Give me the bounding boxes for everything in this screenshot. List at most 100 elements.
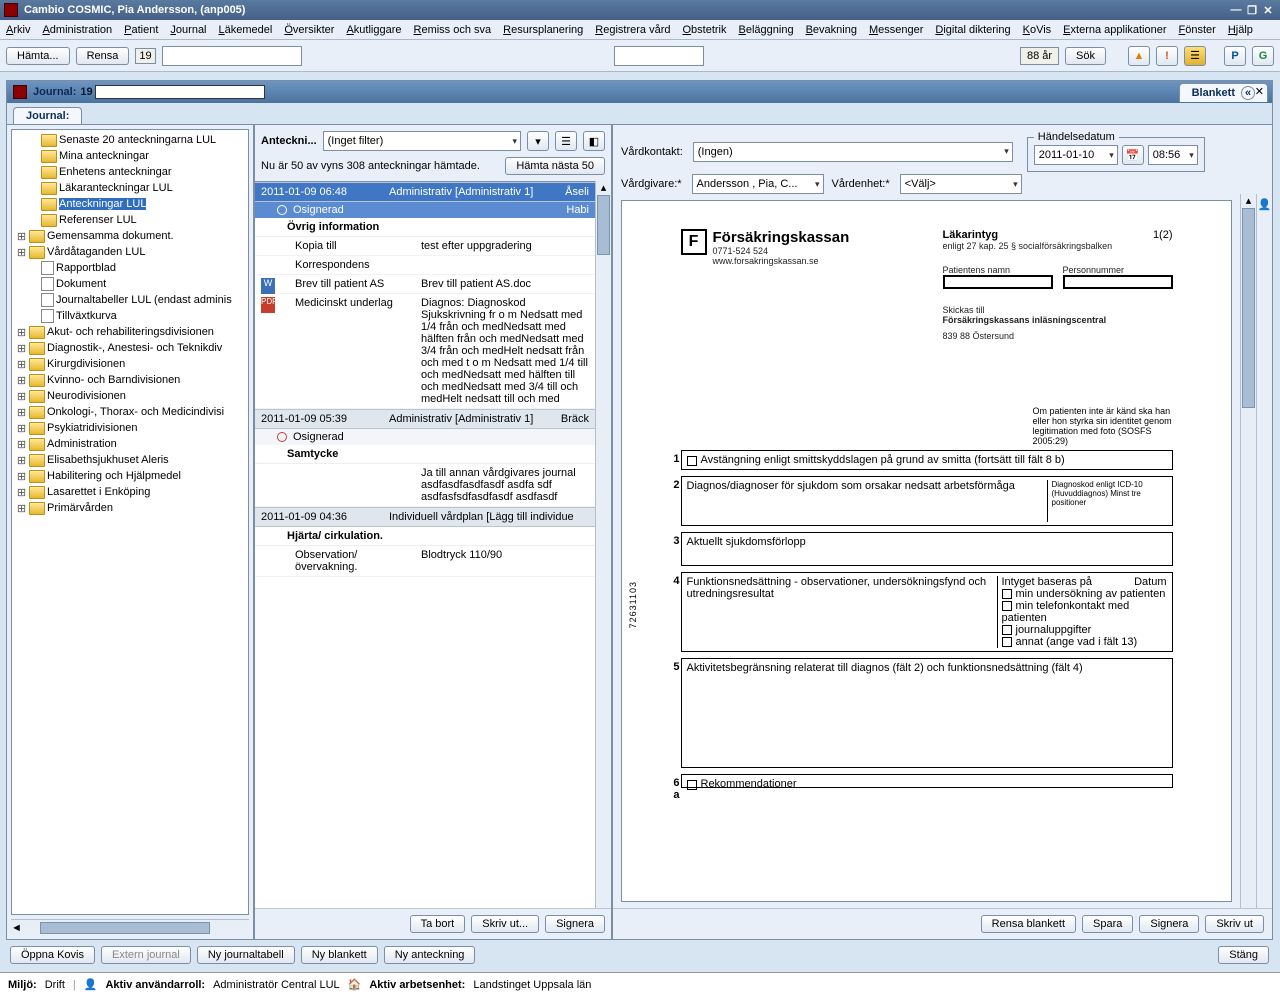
journal-tab[interactable]: Journal: bbox=[13, 107, 82, 124]
tree-item[interactable]: Rapportblad bbox=[12, 260, 248, 276]
chk-f4-2[interactable] bbox=[1002, 601, 1012, 611]
notes-filter-dropdown[interactable]: (Inget filter) bbox=[323, 131, 521, 151]
menu-bevakning[interactable]: Bevakning bbox=[806, 24, 857, 36]
menu-digitaldiktering[interactable]: Digital diktering bbox=[935, 24, 1010, 36]
ny-blankett-button[interactable]: Ny blankett bbox=[301, 946, 378, 964]
person-icon[interactable]: 👤 bbox=[1258, 198, 1272, 211]
menu-registreravrd[interactable]: Registrera vård bbox=[595, 24, 670, 36]
menu-hjlp[interactable]: Hjälp bbox=[1228, 24, 1253, 36]
chk-f4-3[interactable] bbox=[1002, 625, 1012, 635]
search-middle-input[interactable] bbox=[614, 46, 704, 66]
doc-scrollbar[interactable]: ▴ bbox=[1240, 194, 1256, 908]
tabort-button[interactable]: Ta bort bbox=[410, 915, 466, 933]
skrivut-button[interactable]: Skriv ut... bbox=[471, 915, 539, 933]
vardkontakt-dropdown[interactable]: (Ingen) bbox=[693, 142, 1013, 162]
warning-orange-icon[interactable]: ▲ bbox=[1128, 46, 1150, 66]
calendar-icon[interactable]: 📅 bbox=[1122, 145, 1144, 165]
menu-obstetrik[interactable]: Obstetrik bbox=[682, 24, 726, 36]
vardgivare-dropdown[interactable]: Andersson , Pia, C... bbox=[692, 174, 824, 194]
expand-icon[interactable]: ⊞ bbox=[16, 326, 27, 339]
tree-item[interactable]: Enhetens anteckningar bbox=[12, 164, 248, 180]
view-icon[interactable]: ◧ bbox=[583, 131, 605, 151]
rensa-blankett-button[interactable]: Rensa blankett bbox=[981, 915, 1076, 933]
expand-icon[interactable]: ⊞ bbox=[16, 438, 27, 451]
menu-resursplanering[interactable]: Resursplanering bbox=[503, 24, 583, 36]
menu-kovis[interactable]: KoVis bbox=[1023, 24, 1052, 36]
notes-scrollbar[interactable]: ▴ bbox=[595, 181, 611, 908]
minimize-icon[interactable]: — bbox=[1228, 4, 1244, 16]
tree-item[interactable]: Läkaranteckningar LUL bbox=[12, 180, 248, 196]
expand-icon[interactable]: ⊞ bbox=[16, 358, 27, 371]
menu-patient[interactable]: Patient bbox=[124, 24, 158, 36]
g-button[interactable]: G bbox=[1252, 46, 1274, 66]
tree-item[interactable]: ⊞Akut- och rehabiliteringsdivisionen bbox=[12, 324, 248, 340]
ny-anteckning-button[interactable]: Ny anteckning bbox=[384, 946, 476, 964]
extern-journal-button[interactable]: Extern journal bbox=[101, 946, 191, 964]
time-dropdown[interactable]: 08:56 bbox=[1148, 145, 1198, 165]
tree-item[interactable]: ⊞Diagnostik-, Anestesi- och Teknikdiv bbox=[12, 340, 248, 356]
tree-item[interactable]: Anteckningar LUL bbox=[12, 196, 248, 212]
expand-icon[interactable]: ⊞ bbox=[16, 230, 27, 243]
entry-header[interactable]: 2011-01-09 05:39Administrativ [Administr… bbox=[255, 409, 595, 429]
list-icon[interactable]: ☰ bbox=[555, 131, 577, 151]
menu-akutliggare[interactable]: Akutliggare bbox=[346, 24, 401, 36]
tree-item[interactable]: ⊞Administration bbox=[12, 436, 248, 452]
p-button[interactable]: P bbox=[1224, 46, 1246, 66]
ny-journaltabell-button[interactable]: Ny journaltabell bbox=[197, 946, 295, 964]
notes-list[interactable]: 2011-01-09 06:48Administrativ [Administr… bbox=[255, 181, 595, 908]
tree-item[interactable]: ⊞Habilitering och Hjälpmedel bbox=[12, 468, 248, 484]
expand-icon[interactable]: ⊞ bbox=[16, 246, 27, 259]
filter-icon[interactable]: ▾ bbox=[527, 131, 549, 151]
collapse-icon[interactable]: « bbox=[1241, 86, 1255, 100]
hamta-nasta-button[interactable]: Hämta nästa 50 bbox=[505, 157, 605, 175]
alert-icon[interactable]: ! bbox=[1156, 46, 1178, 66]
expand-icon[interactable]: ⊞ bbox=[16, 454, 27, 467]
tree-item[interactable]: Tillväxtkurva bbox=[12, 308, 248, 324]
menu-journal[interactable]: Journal bbox=[170, 24, 206, 36]
tree-item[interactable]: ⊞Psykiatridivisionen bbox=[12, 420, 248, 436]
spara-button[interactable]: Spara bbox=[1082, 915, 1133, 933]
pid-input[interactable] bbox=[162, 46, 302, 66]
tree-item[interactable]: ⊞Gemensamma dokument. bbox=[12, 228, 248, 244]
expand-icon[interactable]: ⊞ bbox=[16, 342, 27, 355]
signera-button[interactable]: Signera bbox=[545, 915, 605, 933]
stang-button[interactable]: Stäng bbox=[1218, 946, 1269, 964]
tree-item[interactable]: ⊞Elisabethsjukhuset Aleris bbox=[12, 452, 248, 468]
restore-icon[interactable]: ❐ bbox=[1244, 4, 1260, 17]
tree-item[interactable]: ⊞Lasarettet i Enköping bbox=[12, 484, 248, 500]
expand-icon[interactable]: ⊞ bbox=[16, 486, 27, 499]
oppna-kovis-button[interactable]: Öppna Kovis bbox=[10, 946, 95, 964]
vardenhet-dropdown[interactable]: <Välj> bbox=[900, 174, 1022, 194]
expand-icon[interactable]: ⊞ bbox=[16, 406, 27, 419]
document-area[interactable]: 72631103 F Försäkringskassan 0771-524 52… bbox=[621, 200, 1232, 902]
chk-f4-1[interactable] bbox=[1002, 589, 1012, 599]
menu-fnster[interactable]: Fönster bbox=[1179, 24, 1216, 36]
tree-item[interactable]: ⊞Kvinno- och Barndivisionen bbox=[12, 372, 248, 388]
menu-administration[interactable]: Administration bbox=[42, 24, 112, 36]
expand-icon[interactable]: ⊞ bbox=[16, 390, 27, 403]
rensa-button[interactable]: Rensa bbox=[76, 47, 130, 65]
tree-item[interactable]: ⊞Onkologi-, Thorax- och Medicindivisi bbox=[12, 404, 248, 420]
signera-form-button[interactable]: Signera bbox=[1139, 915, 1199, 933]
entry-header[interactable]: 2011-01-09 06:48Administrativ [Administr… bbox=[255, 182, 595, 202]
menu-messenger[interactable]: Messenger bbox=[869, 24, 923, 36]
skrivut-form-button[interactable]: Skriv ut bbox=[1205, 915, 1264, 933]
menu-arkiv[interactable]: Arkiv bbox=[6, 24, 30, 36]
tree-item[interactable]: Senaste 20 anteckningarna LUL bbox=[12, 132, 248, 148]
menu-versikter[interactable]: Översikter bbox=[284, 24, 334, 36]
expand-icon[interactable]: ⊞ bbox=[16, 470, 27, 483]
tree-item[interactable]: Journaltabeller LUL (endast adminis bbox=[12, 292, 248, 308]
entry-header[interactable]: 2011-01-09 04:36Individuell vårdplan [Lä… bbox=[255, 507, 595, 527]
expand-icon[interactable]: ⊞ bbox=[16, 502, 27, 515]
sok-button[interactable]: Sök bbox=[1065, 47, 1106, 65]
tree-hscroll[interactable]: ◄ bbox=[11, 919, 249, 935]
tree-item[interactable]: ⊞Vårdåtaganden LUL bbox=[12, 244, 248, 260]
tree-item[interactable]: ⊞Neurodivisionen bbox=[12, 388, 248, 404]
menu-remissochsva[interactable]: Remiss och sva bbox=[414, 24, 492, 36]
chk-f4-4[interactable] bbox=[1002, 637, 1012, 647]
chk-f6[interactable] bbox=[687, 780, 697, 790]
menu-belggning[interactable]: Beläggning bbox=[739, 24, 794, 36]
expand-icon[interactable]: ⊞ bbox=[16, 374, 27, 387]
info-icon[interactable]: ☰ bbox=[1184, 46, 1206, 66]
menu-lkemedel[interactable]: Läkemedel bbox=[219, 24, 273, 36]
